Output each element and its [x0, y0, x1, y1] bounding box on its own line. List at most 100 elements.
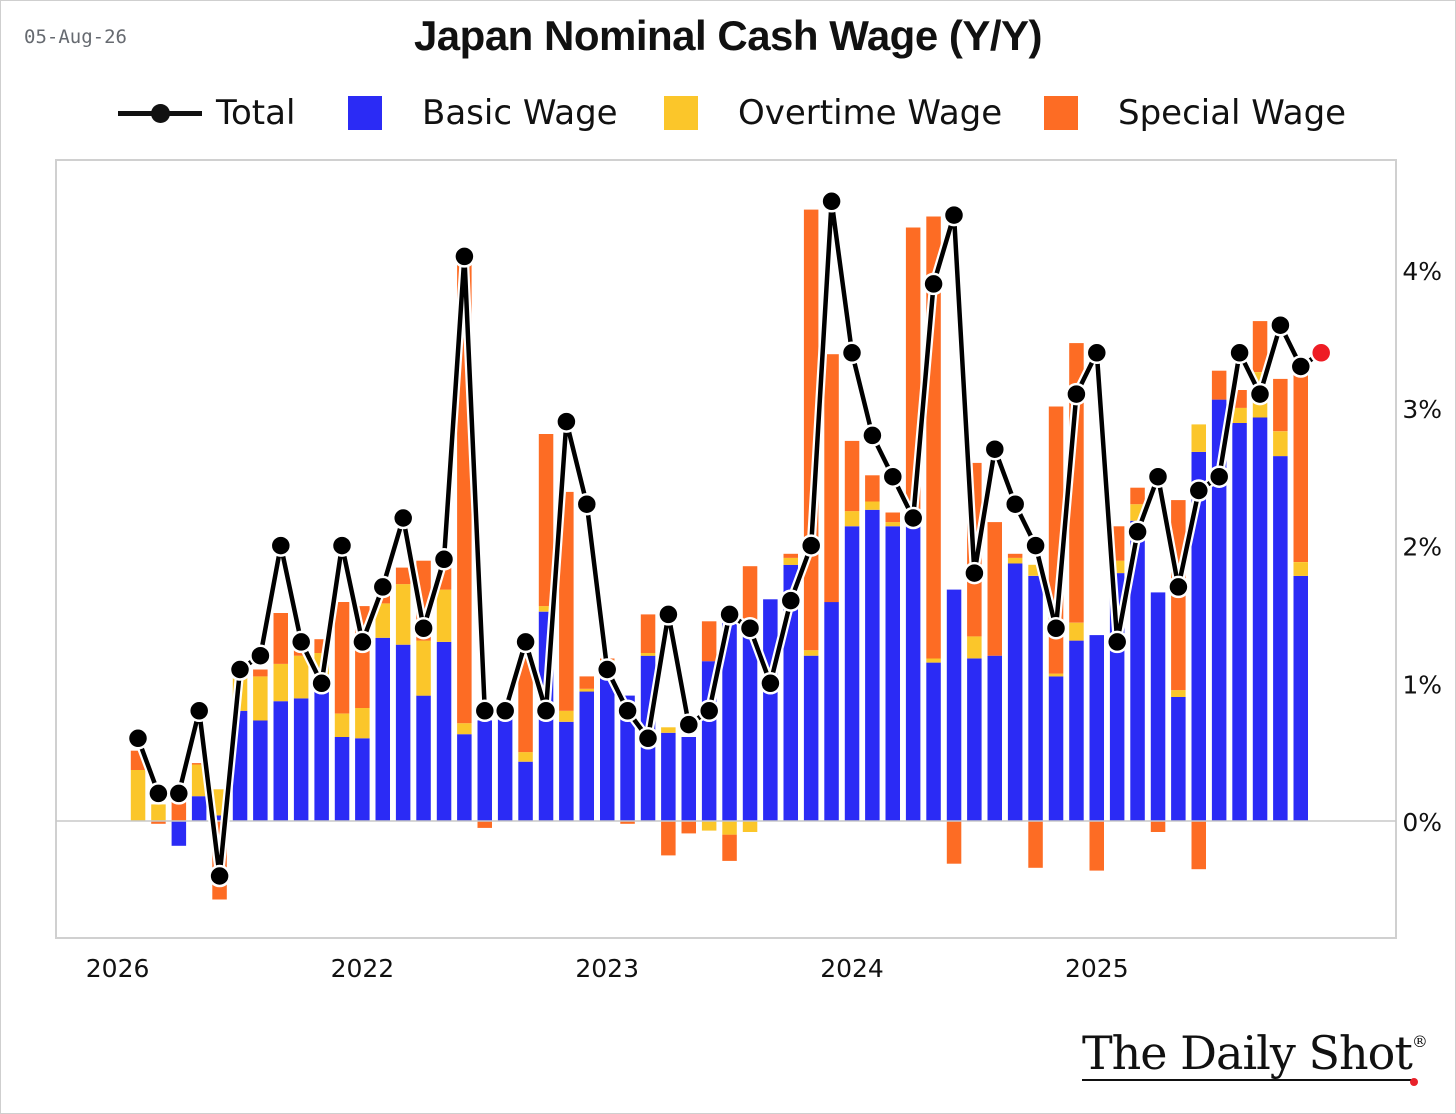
basic-wage-bar-2024-06: [824, 602, 839, 821]
basic-wage-bar-2025-06: [1069, 640, 1084, 821]
basic-wage-bar-2025-04: [1028, 575, 1043, 821]
special-wage-bar-2023-10: [661, 821, 676, 856]
total-point-2021-09: [147, 782, 170, 805]
basic-wage-bar-2022-08: [375, 637, 390, 821]
basic-wage-bar-2023-01: [477, 720, 492, 821]
total-point-2024-01: [718, 603, 741, 626]
overtime-wage-bar-2023-05: [559, 710, 574, 722]
special-wage-bar-2024-04: [783, 553, 798, 558]
special-wage-bar-2021-09: [151, 821, 166, 824]
basic-wage-bar-2021-12: [212, 815, 227, 821]
special-wage-bar-2024-02: [742, 566, 758, 622]
basic-wage-bar-2022-05: [314, 688, 329, 821]
square-icon: [664, 96, 698, 130]
basic-wage-bar-2022-02: [253, 720, 268, 821]
special-wage-bar-2023-09: [640, 614, 656, 653]
basic-wage-bar-2021-11: [191, 796, 207, 821]
special-wage-bar-2025-12: [1191, 821, 1206, 870]
special-wage-bar-2025-10: [1150, 821, 1166, 832]
publication-date: 05-Aug-26: [24, 26, 127, 48]
special-wage-bar-2025-07: [1089, 821, 1104, 871]
total-point-2025-11: [1167, 575, 1190, 599]
basic-wage-bar-2025-01: [967, 658, 982, 821]
basic-wage-bar-2022-11: [436, 641, 452, 821]
basic-wage-bar-2023-08: [620, 695, 635, 821]
y-tick-label: 2%: [1402, 533, 1442, 562]
basic-wage-bar-2025-10: [1150, 592, 1166, 821]
overtime-wage-bar-2024-04: [783, 558, 798, 565]
basic-wage-bar-2023-10: [661, 732, 676, 821]
basic-wage-bar-2024-07: [844, 526, 860, 821]
total-point-2024-08: [861, 424, 884, 447]
bar-layer: [130, 209, 1308, 900]
overtime-wage-bar-2026-05: [1293, 562, 1308, 576]
overtime-wage-bar-2023-10: [661, 727, 676, 733]
total-point-2023-06: [575, 492, 599, 516]
legend-label-total: Total: [216, 93, 296, 133]
basic-wage-bar-2024-08: [865, 509, 880, 821]
legend-item-basic-wage: Basic Wage: [348, 88, 618, 138]
basic-wage-bar-2022-06: [334, 737, 350, 821]
daily-shot-logo: The Daily Shot®: [1082, 1026, 1428, 1080]
basic-wage-bar-2024-11: [926, 662, 941, 821]
basic-wage-bar-2021-10: [171, 821, 187, 846]
total-point-2021-08: [126, 727, 150, 750]
basic-wage-bar-2022-09: [395, 644, 411, 821]
overtime-wage-bar-2024-08: [865, 501, 880, 510]
total-point-2025-08: [1105, 630, 1129, 654]
basic-wage-bar-2026-02: [1232, 423, 1247, 821]
basic-wage-bar-2022-12: [457, 734, 472, 821]
total-point-2024-11: [922, 272, 945, 296]
total-point-2022-01: [228, 658, 252, 681]
y-tick-label: 1%: [1402, 670, 1442, 699]
total-point-2026-01: [1207, 465, 1231, 488]
total-point-2023-10: [657, 603, 680, 626]
total-point-2021-12: [208, 864, 231, 888]
overtime-wage-bar-2022-08: [375, 603, 390, 638]
legend-item-special-wage: Special Wage: [1044, 88, 1346, 138]
total-point-2022-08: [371, 575, 395, 599]
overtime-wage-bar-2024-01: [722, 821, 737, 835]
special-wage-bar-2022-02: [253, 669, 268, 677]
total-point-2025-06: [1065, 382, 1088, 406]
overtime-wage-bar-2022-09: [395, 584, 411, 645]
basic-wage-bar-2022-04: [293, 698, 309, 821]
overtime-wage-bar-2025-01: [967, 636, 982, 659]
basic-wage-bar-2026-04: [1273, 456, 1288, 821]
special-wage-bar-2025-09: [1130, 487, 1145, 505]
total-point-2022-03: [269, 534, 293, 557]
basic-wage-bar-2022-03: [273, 701, 288, 821]
total-point-2025-07: [1085, 341, 1109, 365]
basic-wage-bar-2024-10: [905, 520, 921, 821]
legend-label-overtime-wage: Overtime Wage: [738, 93, 1003, 133]
total-point-2022-02: [249, 644, 272, 667]
total-point-2025-12: [1187, 479, 1211, 502]
x-tick-label: 2023: [575, 954, 639, 983]
total-point-2025-03: [1003, 492, 1027, 516]
special-wage-bar-2023-11: [681, 821, 696, 834]
total-point-2026-03: [1248, 382, 1272, 406]
basic-wage-bar-2026-05: [1293, 575, 1308, 821]
plot-frame: [55, 159, 1397, 939]
logo-registered-mark: ®: [1411, 1032, 1428, 1051]
total-point-2024-10: [901, 506, 925, 530]
total-point-2024-05: [799, 534, 823, 557]
basic-wage-bar-2023-11: [681, 737, 696, 821]
special-wage-bar-2022-09: [395, 567, 411, 585]
overtime-wage-bar-2022-04: [293, 655, 309, 699]
total-point-2022-09: [391, 506, 415, 530]
legend-item-total: Total: [118, 88, 295, 138]
special-wage-bar-2025-02: [987, 522, 1002, 656]
overtime-wage-bar-2022-02: [253, 676, 268, 721]
special-wage-bar-2026-01: [1211, 370, 1227, 400]
total-point-2023-11: [677, 713, 701, 736]
overtime-wage-bar-2021-09: [151, 804, 166, 821]
overtime-wage-bar-2023-09: [640, 653, 656, 656]
overtime-wage-bar-2024-09: [885, 522, 900, 527]
total-point-2022-04: [289, 630, 313, 654]
x-axis: 2022 2023 2024 2025 2026: [86, 954, 1129, 983]
overtime-wage-bar-2024-05: [803, 650, 819, 656]
special-wage-bar-2023-05: [559, 491, 574, 711]
legend-item-overtime-wage: Overtime Wage: [664, 88, 1002, 138]
total-point-2023-04: [534, 699, 558, 723]
